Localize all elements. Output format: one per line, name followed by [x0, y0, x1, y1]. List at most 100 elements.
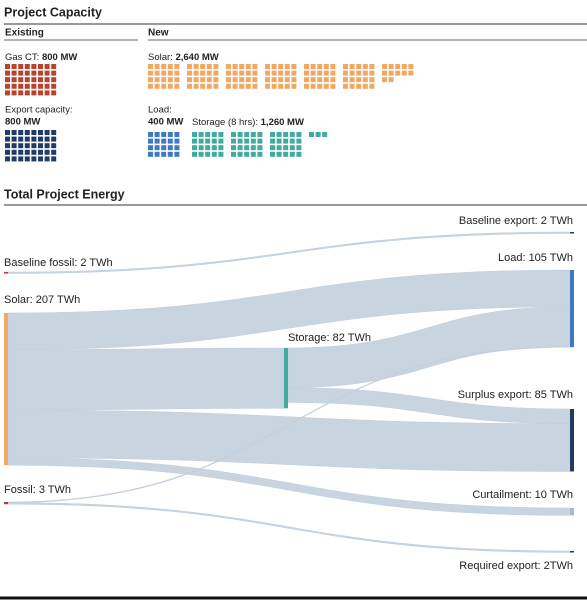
column-heading: New: [148, 28, 169, 39]
capacity-square: [167, 138, 173, 144]
capacity-square: [51, 77, 57, 83]
node-label: Fossil: 3 TWh: [4, 484, 71, 496]
capacity-square: [154, 138, 160, 144]
capacity-square: [11, 149, 17, 155]
capacity-square: [239, 64, 245, 69]
capacity-square: [278, 77, 284, 83]
capacity-square: [200, 83, 206, 89]
capacity-square: [5, 90, 10, 96]
capacity-square: [206, 70, 212, 76]
capacity-square: [193, 77, 199, 83]
node-label: Storage: 82 TWh: [288, 332, 371, 344]
capacity-square: [349, 64, 355, 69]
capacity-square: [289, 151, 295, 157]
capacity-square: [323, 77, 329, 83]
capacity-square: [11, 143, 17, 149]
capacity-square: [187, 83, 192, 89]
capacity-square: [18, 83, 24, 89]
capacity-square: [31, 64, 37, 69]
capacity-square: [11, 156, 17, 162]
capacity-square: [174, 83, 180, 89]
capacity-square: [5, 130, 10, 135]
capacity-square: [24, 90, 30, 96]
capacity-square: [5, 70, 10, 76]
capacity-square: [174, 64, 180, 69]
capacity-square: [278, 64, 284, 69]
capacity-square: [408, 64, 414, 69]
capacity-square: [31, 83, 37, 89]
capacity-square: [218, 145, 224, 151]
capacity-square: [192, 138, 197, 144]
value-label: 800 MW: [5, 117, 40, 128]
capacity-square: [51, 130, 57, 135]
capacity-square: [148, 77, 153, 83]
capacity-square: [343, 70, 348, 76]
capacity-square: [24, 130, 30, 135]
capacity-square: [161, 145, 167, 151]
capacity-square: [244, 145, 250, 151]
capacity-square: [250, 132, 256, 137]
capacity-square: [237, 151, 243, 157]
value-label: 800 MW: [42, 52, 77, 63]
capacity-square: [5, 149, 10, 155]
capacity-square: [362, 64, 368, 69]
capacity-square: [192, 145, 197, 151]
capacity-square: [322, 132, 328, 137]
capacity-square: [44, 149, 50, 155]
capacity-square: [218, 132, 224, 137]
capacity-square: [239, 83, 245, 89]
capacity-square: [304, 83, 309, 89]
capacity-square: [271, 70, 277, 76]
capacity-square: [388, 64, 394, 69]
capacity-square: [154, 145, 160, 151]
capacity-square: [252, 64, 258, 69]
capacity-square: [296, 145, 302, 151]
value-label: 1,260 MW: [261, 117, 304, 128]
capacity-square: [284, 70, 290, 76]
capacity-square: [211, 151, 217, 157]
capacity-square: [213, 77, 219, 83]
capacity-square: [148, 138, 153, 144]
capacity-square: [5, 156, 10, 162]
capacity-square: [252, 83, 258, 89]
capacity-square: [154, 151, 160, 157]
capacity-square: [257, 138, 263, 144]
capacity-square: [31, 130, 37, 135]
capacity-square: [5, 136, 10, 142]
capacity-square: [270, 138, 275, 144]
capacity-square: [18, 130, 24, 135]
capacity-square: [310, 70, 316, 76]
capacity-square: [330, 70, 336, 76]
node: [570, 232, 574, 234]
capacity-square: [408, 70, 414, 76]
capacity-square: [174, 132, 180, 137]
value-label: 2,640 MW: [175, 52, 218, 63]
capacity-square: [198, 132, 204, 137]
capacity-square: [317, 70, 323, 76]
capacity-square: [206, 77, 212, 83]
capacity-square: [38, 70, 43, 76]
capacity-square: [304, 64, 309, 69]
capacity-square: [38, 136, 43, 142]
capacity-square: [213, 70, 219, 76]
label-text: Storage (8 hrs):: [192, 117, 258, 128]
capacity-square: [218, 151, 224, 157]
capacity-square: [270, 132, 275, 137]
capacity-square: [349, 70, 355, 76]
capacity-label: Gas CT: 800 MW: [5, 52, 77, 63]
capacity-square: [265, 70, 270, 76]
capacity-square: [252, 77, 258, 83]
node: [4, 272, 8, 274]
capacity-square: [31, 156, 37, 162]
capacity-square: [304, 77, 309, 83]
capacity-square: [5, 143, 10, 149]
node: [570, 409, 574, 472]
capacity-square: [257, 132, 263, 137]
capacity-square: [245, 77, 251, 83]
capacity-square: [167, 64, 173, 69]
capacity-square: [317, 83, 323, 89]
capacity-square: [38, 156, 43, 162]
capacity-square: [343, 83, 348, 89]
capacity-label: Solar: 2,640 MW: [148, 52, 219, 63]
section-title: Project Capacity: [4, 5, 102, 19]
